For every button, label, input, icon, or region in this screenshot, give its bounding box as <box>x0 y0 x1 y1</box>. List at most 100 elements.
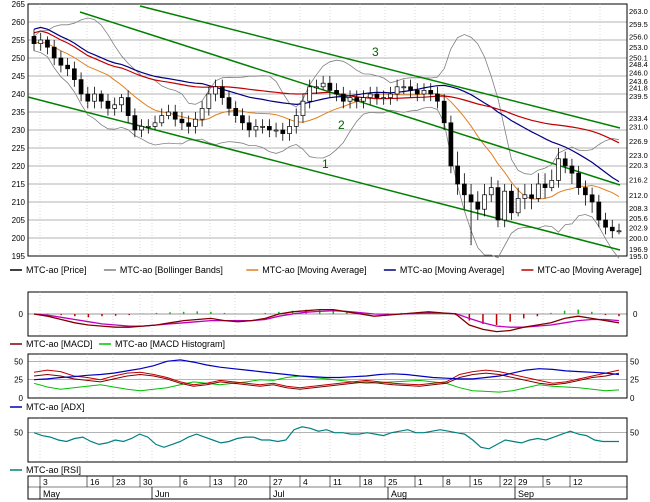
adx-line <box>33 359 620 381</box>
date-axis-month-label-2: Jul <box>273 489 285 499</box>
candle-body-18 <box>152 122 158 127</box>
rsi-legend-label-0: MTC-ao [RSI] <box>26 465 81 475</box>
price-right-value-label-12: 226.9 <box>629 137 648 146</box>
price-right-value-label-3: 253.0 <box>629 43 648 52</box>
candle-body-61 <box>441 100 447 124</box>
candle-body-25 <box>199 108 205 120</box>
trendline-1 <box>27 96 621 251</box>
date-axis-day-label-9: 11 <box>333 477 342 487</box>
price-panel: 195 200 205 210 215 220 225 230 235 240 245 250 255 2… <box>10 0 648 275</box>
candle-body-83 <box>589 194 595 203</box>
candle-body-23 <box>186 122 191 127</box>
candle-body-38 <box>287 126 292 134</box>
bollinger-upper-line <box>33 17 620 175</box>
candle-body-13 <box>119 97 124 106</box>
price-right-value-label-1: 259.5 <box>629 20 648 29</box>
candle-body-10 <box>98 93 104 102</box>
candle-body-86 <box>609 226 615 232</box>
price-right-value-label-21: 196.9 <box>629 245 648 254</box>
trendline-annotation-1: 1 <box>322 157 329 171</box>
candle-body-35 <box>267 126 272 131</box>
candle-body-44 <box>327 82 333 91</box>
candle-body-53 <box>388 93 393 98</box>
candle-body-52 <box>381 97 386 99</box>
date-axis-month-label-3: Aug <box>391 489 407 499</box>
candle-body-63 <box>455 165 460 185</box>
candle-body-21 <box>172 111 178 120</box>
price-legend-label-4: MTC-ao [Moving Average] <box>537 265 641 275</box>
moving-average-long-line <box>33 30 620 144</box>
candle-body-81 <box>576 172 581 188</box>
candle-body-50 <box>367 93 373 98</box>
candle-body-9 <box>92 93 97 102</box>
bollinger-lower-line <box>33 50 620 259</box>
candle-body-78 <box>556 158 561 181</box>
candle-body-84 <box>596 201 602 221</box>
date-axis-day-label-13: 8 <box>446 477 451 487</box>
candle-body-28 <box>219 86 225 98</box>
candle-body-60 <box>435 93 440 102</box>
price-ytick-label-6: 225 <box>12 144 26 153</box>
candle-body-0 <box>31 36 37 44</box>
candle-body-71 <box>509 190 514 214</box>
candle-body-75 <box>535 183 541 199</box>
adx-legend-label-0: MTC-ao [ADX] <box>26 402 85 412</box>
candle-body-69 <box>495 187 501 221</box>
candle-body-36 <box>273 129 279 132</box>
price-right-value-label-20: 200.0 <box>629 234 648 243</box>
candle-body-55 <box>401 86 407 89</box>
candle-body-40 <box>300 100 306 116</box>
price-right-value-label-5: 248.4 <box>629 60 648 69</box>
candle-body-79 <box>562 158 568 167</box>
adx-frame <box>27 353 628 399</box>
macd-line <box>33 308 620 333</box>
price-ytick-label-11: 250 <box>12 54 26 63</box>
date-axis-day-label-4: 6 <box>183 477 188 487</box>
price-legend-label-2: MTC-ao [Moving Average] <box>262 265 366 275</box>
candle-body-14 <box>125 97 131 116</box>
candle-body-64 <box>462 183 467 196</box>
rsi-panel: 50 50 MTC-ao [RSI] <box>10 417 639 475</box>
candle-body-3 <box>51 46 57 59</box>
date-axis-day-label-15: 22 <box>503 477 513 487</box>
candle-body-58 <box>421 90 427 95</box>
price-legend-label-3: MTC-ao [Moving Average] <box>400 265 504 275</box>
date-axis-day-label-5: 13 <box>213 477 223 487</box>
date-axis-day-label-10: 18 <box>363 477 373 487</box>
candle-body-29 <box>226 97 232 109</box>
date-axis-frame <box>27 475 628 500</box>
candle-body-8 <box>85 93 91 102</box>
date-axis-day-label-17: 5 <box>546 477 551 487</box>
candle-body-7 <box>78 79 84 95</box>
price-ytick-label-3: 210 <box>12 198 26 207</box>
adx-right-tick-label-1: 25 <box>630 376 639 385</box>
date-axis-day-label-18: 12 <box>573 477 583 487</box>
candle-body-2 <box>45 39 50 48</box>
moving-average-short-line <box>33 41 620 200</box>
candle-body-66 <box>475 201 481 210</box>
macd-legend-label-1: MTC-ao [MACD Histogram] <box>115 339 225 349</box>
date-axis-day-label-1: 16 <box>90 477 100 487</box>
trendline-annotation-3: 3 <box>372 45 379 59</box>
price-ytick-label-14: 265 <box>12 0 26 9</box>
candle-body-72 <box>515 198 521 214</box>
candle-body-5 <box>65 64 70 70</box>
price-right-value-label-14: 220.3 <box>629 161 648 170</box>
candle-body-85 <box>603 219 608 228</box>
candle-body-77 <box>549 180 555 188</box>
candle-body-51 <box>374 93 380 98</box>
candle-body-15 <box>132 115 138 131</box>
price-right-value-label-22: 195.0 <box>629 252 648 261</box>
date-axis-day-label-12: 1 <box>418 477 423 487</box>
candle-body-56 <box>408 86 413 91</box>
adx-ytick-label-1: 25 <box>14 376 23 385</box>
date-axis-day-label-8: 4 <box>303 477 308 487</box>
price-ytick-label-13: 260 <box>12 18 26 27</box>
rsi-ytick-label-0: 50 <box>14 429 23 438</box>
candle-body-11 <box>105 100 111 109</box>
price-right-value-label-15: 216.2 <box>629 176 648 185</box>
date-axis-day-label-14: 15 <box>473 477 483 487</box>
adx-plus-di-line <box>33 375 620 393</box>
